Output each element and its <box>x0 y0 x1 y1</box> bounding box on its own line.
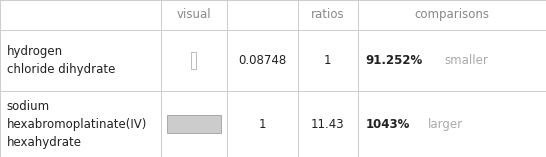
Text: 1043%: 1043% <box>366 118 410 130</box>
Text: smaller: smaller <box>444 54 488 67</box>
Text: comparisons: comparisons <box>414 8 489 21</box>
Text: 91.252%: 91.252% <box>366 54 423 67</box>
Text: 0.08748: 0.08748 <box>238 54 286 67</box>
Text: 11.43: 11.43 <box>311 118 345 130</box>
Text: visual: visual <box>176 8 211 21</box>
Text: 1: 1 <box>258 118 266 130</box>
Bar <box>167 115 221 133</box>
Text: ratios: ratios <box>311 8 345 21</box>
Bar <box>192 52 196 69</box>
Text: 1: 1 <box>324 54 331 67</box>
Text: larger: larger <box>428 118 462 130</box>
Text: sodium
hexabromoplatinate(IV)
hexahydrate: sodium hexabromoplatinate(IV) hexahydrat… <box>7 100 147 149</box>
Text: hydrogen
chloride dihydrate: hydrogen chloride dihydrate <box>7 45 115 76</box>
